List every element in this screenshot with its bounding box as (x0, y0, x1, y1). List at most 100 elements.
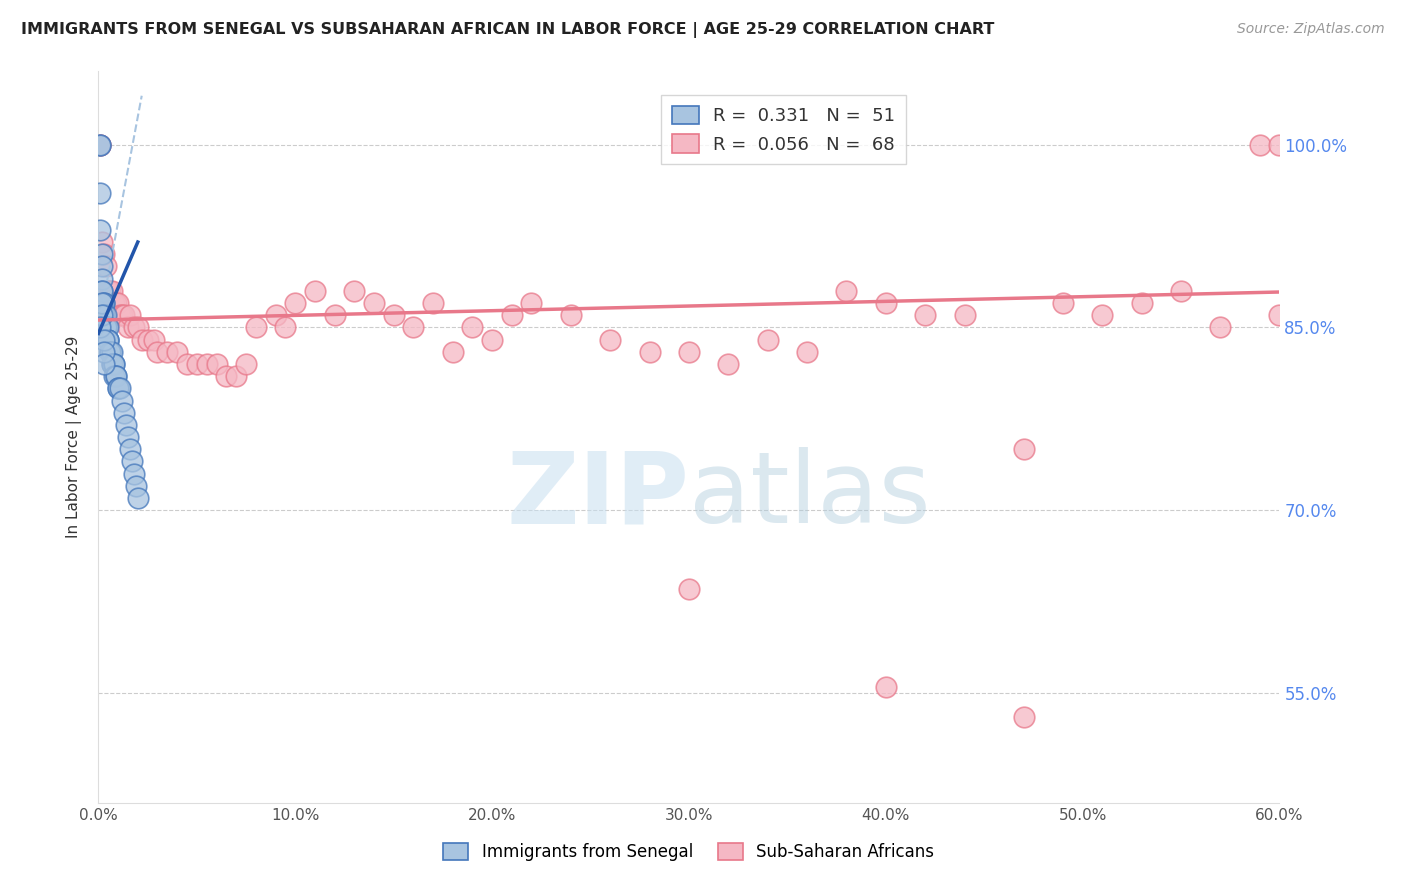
Point (441, 344, 464, 359)
Point (1268, 137, 1291, 152)
Point (97, 284, 120, 298)
Point (89, 223, 111, 237)
Point (127, 320, 149, 334)
Point (402, 320, 425, 334)
Point (89, 137, 111, 152)
Point (131, 333, 153, 347)
Point (107, 381, 129, 395)
Point (875, 296, 897, 310)
Point (215, 369, 238, 384)
Point (103, 369, 125, 384)
Point (107, 381, 129, 395)
Point (118, 442, 141, 457)
Point (501, 308, 523, 322)
Point (127, 491, 149, 505)
Point (89, 137, 111, 152)
Point (89, 137, 111, 152)
Point (89, 320, 111, 334)
Point (1268, 308, 1291, 322)
Point (105, 369, 128, 384)
Point (91, 296, 114, 310)
Point (93, 308, 115, 322)
Point (953, 308, 976, 322)
Point (122, 467, 145, 481)
Point (146, 344, 169, 359)
Point (91, 271, 114, 285)
Point (91, 260, 114, 274)
Point (117, 320, 139, 334)
Point (97, 284, 120, 298)
Point (112, 308, 135, 322)
Point (93, 357, 115, 371)
Point (117, 430, 139, 444)
Point (225, 369, 247, 384)
Point (93, 247, 115, 261)
Point (98, 344, 121, 359)
Point (91, 284, 114, 298)
Point (1052, 296, 1074, 310)
Point (343, 284, 366, 298)
Point (91, 284, 114, 298)
Point (98, 344, 121, 359)
Point (323, 308, 346, 322)
Point (461, 320, 484, 334)
Point (105, 369, 128, 384)
Point (91, 247, 114, 261)
Point (835, 284, 858, 298)
Point (796, 344, 818, 359)
Point (717, 357, 740, 371)
Point (101, 344, 124, 359)
Point (105, 296, 128, 310)
Point (284, 296, 307, 310)
Point (122, 320, 145, 334)
Point (756, 333, 779, 347)
Point (136, 333, 159, 347)
Point (914, 308, 936, 322)
Point (560, 308, 582, 322)
Point (93, 296, 115, 310)
Point (111, 308, 134, 322)
Text: Source: ZipAtlas.com: Source: ZipAtlas.com (1237, 22, 1385, 37)
Point (125, 479, 148, 493)
Point (176, 357, 198, 371)
Point (1130, 296, 1153, 310)
Point (96, 308, 118, 322)
Point (91, 308, 114, 322)
Point (875, 680, 897, 694)
Point (142, 333, 165, 347)
Point (103, 357, 125, 371)
Point (205, 357, 228, 371)
Point (1012, 710, 1035, 724)
Point (89, 186, 111, 201)
Text: ZIP: ZIP (506, 447, 689, 544)
Point (1209, 320, 1232, 334)
Point (166, 344, 188, 359)
Point (107, 296, 129, 310)
Point (93, 344, 115, 359)
Point (638, 344, 661, 359)
Point (599, 333, 621, 347)
Point (97, 333, 120, 347)
Text: IMMIGRANTS FROM SENEGAL VS SUBSAHARAN AFRICAN IN LABOR FORCE | AGE 25-29 CORRELA: IMMIGRANTS FROM SENEGAL VS SUBSAHARAN AF… (21, 22, 994, 38)
Text: atlas: atlas (689, 447, 931, 544)
Point (93, 308, 115, 322)
Point (101, 284, 124, 298)
Point (1249, 137, 1271, 152)
Point (1012, 442, 1035, 457)
Point (101, 357, 124, 371)
Point (422, 296, 444, 310)
Point (96, 320, 118, 334)
Point (108, 308, 131, 322)
Point (678, 344, 700, 359)
Point (195, 357, 218, 371)
Point (264, 308, 287, 322)
Point (112, 406, 135, 420)
Point (103, 296, 125, 310)
Point (89, 137, 111, 152)
Point (101, 357, 124, 371)
Point (363, 296, 385, 310)
Point (108, 381, 131, 395)
Point (274, 320, 297, 334)
Point (103, 357, 125, 371)
Point (97, 333, 120, 347)
